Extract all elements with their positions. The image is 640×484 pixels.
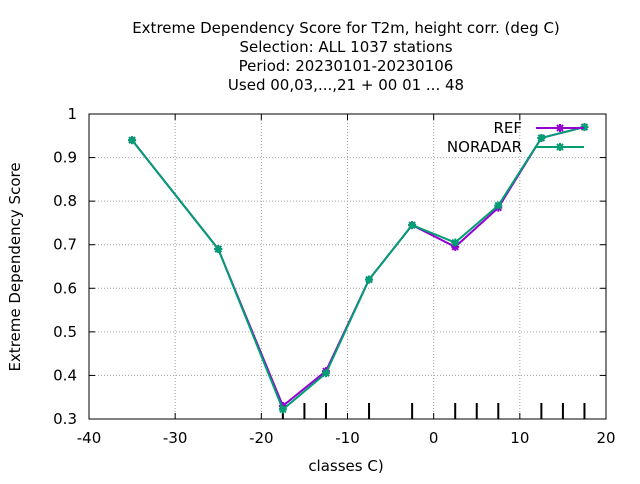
legend-marker-noradar (556, 143, 564, 151)
title-line-2: Selection: ALL 1037 stations (239, 38, 452, 56)
data-point-noradar (537, 133, 546, 142)
data-point-noradar (128, 136, 137, 145)
x-tick-label: 20 (596, 429, 615, 447)
legend-label-ref: REF (493, 119, 522, 137)
y-tick-label: 0.7 (53, 236, 77, 254)
title-line-4: Used 00,03,...,21 + 00 01 ... 48 (228, 76, 464, 94)
y-tick-label: 0.3 (53, 410, 77, 428)
y-tick-label: 0.8 (53, 192, 77, 210)
x-axis-label: classes C) (308, 457, 383, 475)
legend-marker-ref (556, 124, 564, 132)
y-tick-label: 1 (67, 105, 77, 123)
x-tick-label: 10 (510, 429, 529, 447)
x-tick-label: -10 (335, 429, 360, 447)
y-tick-label: 0.9 (53, 149, 77, 167)
grid (89, 114, 606, 419)
data-point-noradar (494, 201, 503, 210)
legend-label-noradar: NORADAR (447, 138, 522, 156)
series (128, 123, 589, 414)
x-tick-label: -30 (163, 429, 188, 447)
title-line-1: Extreme Dependency Score for T2m, height… (132, 19, 560, 37)
data-point-noradar (365, 275, 374, 284)
x-tick-label: -20 (249, 429, 274, 447)
y-axis-label: Extreme Dependency Score (6, 162, 24, 371)
data-point-noradar (408, 221, 417, 230)
y-tick-label: 0.4 (53, 366, 77, 384)
x-tick-label: -40 (77, 429, 102, 447)
data-point-noradar (278, 405, 287, 414)
title-line-3: Period: 20230101-20230106 (239, 57, 454, 75)
series-line-ref (131, 126, 585, 408)
data-point-noradar (214, 245, 223, 254)
chart-title: Extreme Dependency Score for T2m, height… (132, 19, 560, 94)
x-tick-label: 0 (429, 429, 439, 447)
axes: -40 -30 -20 -10 0 10 20 0.3 0.4 0.5 0.6 0.7 0.8 0.9 1 (53, 105, 615, 447)
data-point-noradar (321, 369, 330, 378)
series-line-noradar (131, 126, 585, 412)
y-tick-label: 0.5 (53, 323, 77, 341)
y-tick-label: 0.6 (53, 279, 77, 297)
data-point-noradar (451, 238, 460, 247)
